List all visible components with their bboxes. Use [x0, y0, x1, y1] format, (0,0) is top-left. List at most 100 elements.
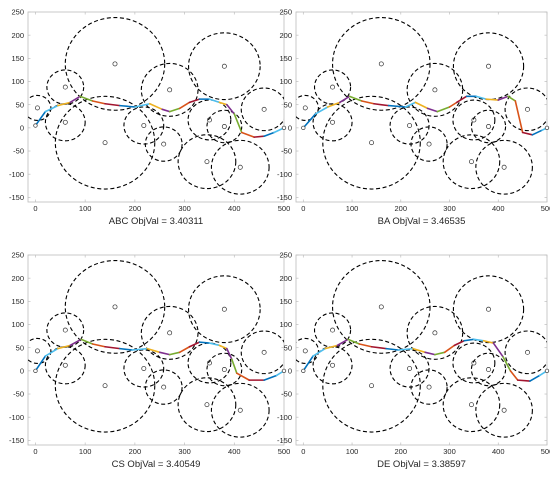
obstacle-circle: [54, 95, 156, 190]
obstacle-center-marker: [167, 330, 173, 336]
obstacle-center-marker: [469, 159, 474, 165]
x-tick-label: 400: [492, 204, 505, 213]
path-segment: [475, 95, 487, 100]
path-segment: [473, 338, 485, 342]
x-tick-label: 500: [541, 447, 550, 456]
path-segment: [414, 101, 429, 110]
obstacle-center-marker: [221, 306, 227, 312]
obstacle-center-marker: [261, 349, 267, 355]
path-segment: [91, 343, 106, 348]
obstacle-center-marker: [34, 105, 40, 111]
path-segment: [218, 344, 228, 350]
obstacle-center-marker: [221, 367, 227, 372]
obstacle-circle: [296, 337, 319, 364]
obstacle-circle: [406, 305, 464, 360]
x-tick-label: 200: [129, 447, 142, 456]
path-segment: [326, 101, 341, 108]
path-segment: [514, 100, 524, 134]
path-segment: [44, 104, 59, 113]
obstacle-circle: [64, 17, 166, 111]
x-tick-label: 100: [346, 447, 359, 456]
path-segment: [434, 351, 446, 356]
y-tick-label: 100: [11, 320, 24, 329]
obstacle-group: [28, 260, 284, 438]
y-tick-label: 200: [279, 274, 292, 283]
obstacle-center-marker: [167, 87, 173, 93]
obstacle-center-marker: [525, 106, 530, 112]
x-tick-label: 300: [443, 204, 456, 213]
path-segment: [336, 338, 349, 347]
path-segment: [158, 351, 171, 356]
path-start-marker: [301, 125, 306, 131]
path-start-marker: [33, 123, 38, 128]
obstacle-circle: [177, 377, 237, 433]
obstacle-circle: [452, 342, 496, 384]
y-tick-label: 50: [16, 343, 24, 352]
path-segment: [263, 131, 275, 137]
obstacle-circle: [206, 109, 243, 144]
x-tick-label: 300: [178, 447, 191, 456]
path-segment: [412, 347, 426, 354]
obstacle-center-marker: [302, 105, 308, 111]
path-segment: [482, 339, 495, 344]
obstacle-center-marker: [426, 141, 432, 147]
path-segment: [148, 102, 164, 111]
obstacle-center-marker: [112, 304, 118, 310]
obstacle-circle: [452, 99, 496, 141]
x-tick-label: 500: [278, 447, 291, 456]
path-segment: [161, 108, 171, 113]
x-tick-label: 0: [33, 447, 37, 456]
path-segment: [208, 342, 221, 347]
obstacle-center-marker: [432, 87, 438, 93]
path-segment: [104, 102, 121, 107]
path-segment: [253, 135, 265, 138]
obstacle-circle: [240, 87, 284, 132]
obstacle-circle: [312, 103, 353, 142]
obstacle-circle: [140, 62, 199, 117]
x-tick-label: 300: [178, 204, 191, 213]
path-segment: [231, 358, 238, 374]
path-end-marker: [281, 368, 287, 374]
x-tick-label: 200: [395, 204, 408, 213]
y-tick-label: -150: [9, 193, 24, 202]
obstacle-circle: [187, 342, 232, 384]
obstacle-circle: [188, 275, 261, 344]
obstacle-center-marker: [161, 141, 167, 147]
obstacle-circle: [442, 134, 501, 190]
obstacle-center-marker: [237, 407, 243, 413]
obstacle-circle: [389, 349, 430, 388]
obstacle-circle: [470, 109, 507, 144]
panel-caption: ABC ObjVal = 3.40311: [109, 216, 203, 227]
y-tick-label: -150: [277, 193, 292, 202]
obstacle-circle: [322, 95, 421, 190]
obstacle-group: [28, 17, 284, 195]
y-tick-label: 50: [284, 100, 292, 109]
obstacle-circle: [206, 352, 243, 387]
path-segment: [34, 355, 47, 372]
obstacle-center-marker: [486, 63, 491, 69]
path-segment: [91, 100, 106, 105]
path-segment: [497, 95, 509, 101]
path-segment: [57, 344, 72, 350]
x-tick-label: 0: [301, 204, 305, 213]
path-segment: [502, 356, 512, 372]
path-segment: [57, 101, 72, 107]
path-segment: [302, 113, 317, 129]
obstacle-circle: [188, 32, 261, 101]
path-segment: [443, 344, 456, 354]
path-segment: [370, 345, 387, 350]
path-segment: [208, 98, 221, 104]
obstacle-center-marker: [221, 124, 227, 129]
obstacle-center-marker: [112, 61, 118, 67]
x-tick-label: 500: [278, 204, 291, 213]
obstacle-center-marker: [62, 119, 68, 125]
path-start-marker: [301, 368, 306, 374]
y-tick-label: 150: [279, 297, 292, 306]
axes-box: [295, 254, 548, 446]
path-segment: [507, 95, 517, 102]
x-tick-label: 400: [228, 447, 241, 456]
path-segment: [436, 106, 451, 113]
obstacle-circle: [410, 369, 448, 405]
path-segment: [178, 345, 191, 354]
path-segment: [485, 98, 500, 101]
